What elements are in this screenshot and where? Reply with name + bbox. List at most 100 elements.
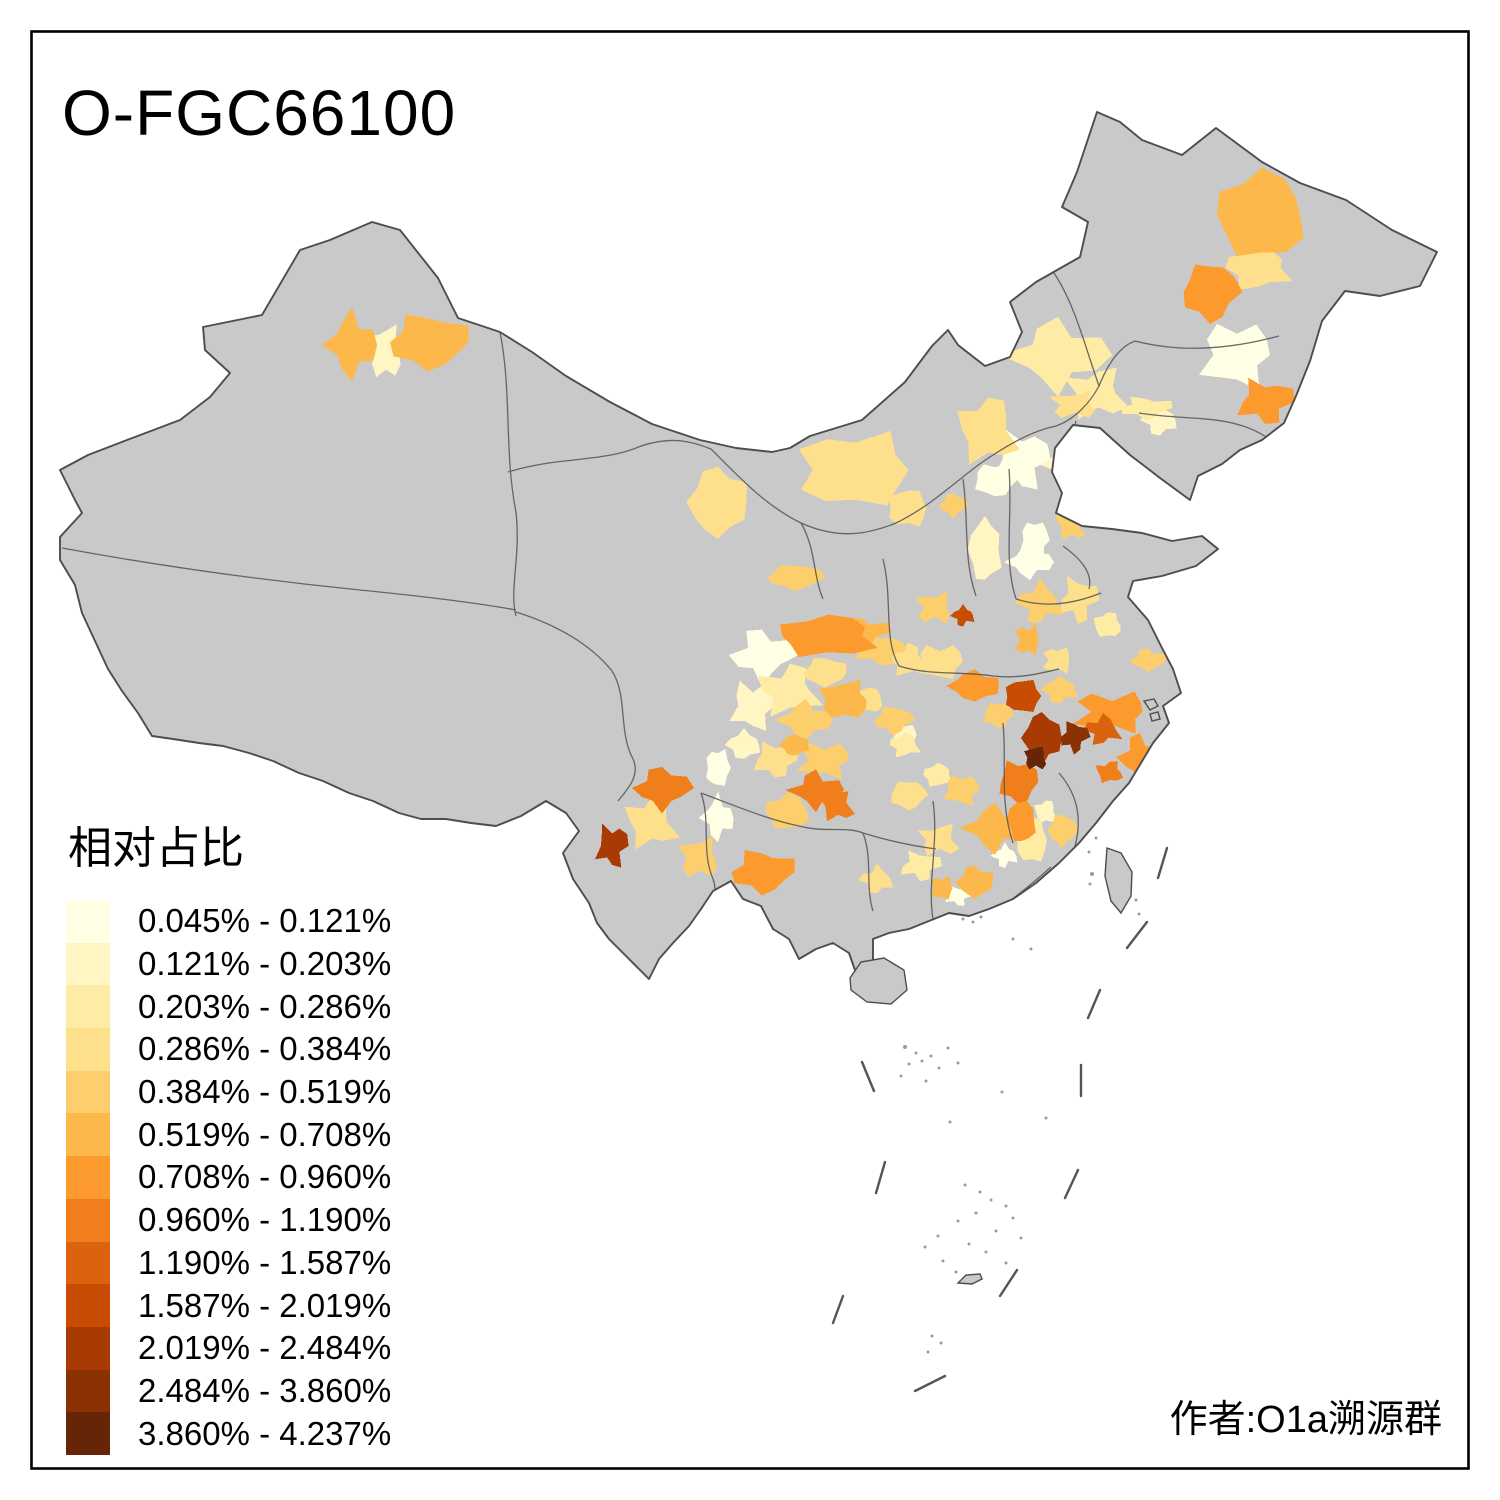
prefecture-region: [1005, 679, 1042, 712]
prefecture-region: [891, 781, 929, 811]
legend-swatch: [66, 1412, 110, 1455]
legend-row: 2.019% - 2.484%: [66, 1326, 391, 1370]
prefecture-region: [900, 850, 943, 882]
prefecture-region: [999, 760, 1039, 804]
island: [849, 957, 908, 1005]
prefecture-region: [888, 642, 929, 676]
legend-row: 0.384% - 0.519%: [66, 1070, 392, 1114]
prefecture-region: [1047, 814, 1078, 849]
prefecture-region: [698, 791, 734, 843]
prefecture-region: [874, 706, 916, 736]
prefecture-region: [1024, 746, 1047, 770]
prefecture-region: [796, 742, 849, 780]
prefecture-region: [835, 617, 892, 650]
prefecture-region: [798, 430, 909, 506]
legend-row: 0.708% - 0.960%: [66, 1156, 391, 1199]
prefecture-region: [949, 604, 975, 627]
legend-range-label: 0.519% - 0.708%: [138, 1115, 392, 1153]
legend-swatch: [66, 942, 110, 986]
legend-range-label: 0.384% - 0.519%: [138, 1073, 392, 1111]
prefecture-region: [390, 314, 469, 372]
prefecture-region: [1183, 264, 1243, 325]
legend-swatch: [66, 1113, 110, 1157]
island: [956, 1273, 983, 1285]
prefecture-region: [930, 875, 953, 900]
prefecture-region: [946, 669, 999, 702]
prefecture-region: [1007, 794, 1036, 842]
prefecture-region: [888, 490, 927, 527]
prefecture-region: [1043, 646, 1070, 675]
prefecture-region: [728, 629, 799, 687]
prefecture-region: [779, 734, 810, 756]
island: [1142, 698, 1159, 711]
island: [1104, 847, 1133, 915]
prefecture-region: [975, 464, 1018, 497]
prefecture-region: [938, 493, 969, 519]
legend: 相对占比 0.045% - 0.121% 0.121% - 0.203% 0.203…: [66, 812, 391, 1455]
legend-range-label: 1.587% - 2.019%: [138, 1286, 392, 1324]
prefecture-region: [1014, 578, 1063, 623]
small-island-dots: [899, 836, 1141, 1354]
prefecture-region: [1015, 623, 1039, 656]
prefecture-region: [624, 797, 680, 850]
prefecture-region: [819, 680, 867, 718]
prefecture-region: [1034, 800, 1058, 825]
author-credit: 作者:O1a溯源群: [1169, 1399, 1442, 1441]
legend-swatch: [66, 1028, 110, 1071]
prefecture-region: [1095, 761, 1124, 783]
legend-range-label: 0.121% - 0.203%: [138, 945, 392, 983]
prefecture-region: [678, 836, 718, 877]
prefecture-region: [999, 316, 1113, 397]
prefecture-region: [767, 565, 826, 591]
prefecture-region: [858, 863, 894, 894]
prefecture-region: [990, 842, 1018, 869]
legend-swatch: [66, 1284, 110, 1327]
legend-title: 相对占比: [68, 824, 244, 873]
legend-range-label: 0.286% - 0.384%: [138, 1030, 392, 1068]
figure-frame: [30, 30, 1470, 1470]
prefecture-region: [785, 769, 845, 813]
prefecture-region: [1048, 390, 1096, 418]
prefecture-region: [803, 658, 847, 688]
nine-dash-line: [831, 846, 1169, 1393]
prefecture-region: [983, 703, 1015, 728]
legend-swatch: [66, 1369, 110, 1413]
prefecture-region: [729, 680, 775, 731]
prefecture-region: [367, 324, 401, 378]
prefecture-region: [1120, 396, 1173, 421]
prefecture-region: [595, 823, 629, 868]
legend-row: 1.587% - 2.019%: [66, 1284, 391, 1327]
province-borders: [61, 220, 1280, 927]
prefecture-region: [686, 466, 747, 539]
prefecture-region: [1225, 244, 1293, 290]
prefecture-region: [706, 749, 731, 786]
legend-swatch: [66, 1241, 110, 1285]
legend-range-label: 2.484% - 3.860%: [138, 1371, 392, 1409]
legend-range-label: 0.960% - 1.190%: [138, 1201, 392, 1239]
prefecture-region: [631, 766, 694, 814]
prefecture-region: [889, 731, 922, 758]
prefecture-region: [1217, 167, 1304, 257]
island: [1149, 711, 1161, 722]
legend-swatch: [66, 1198, 110, 1242]
prefecture-region: [955, 865, 994, 900]
legend-row: 0.960% - 1.190%: [66, 1198, 392, 1242]
prefecture-patches: [321, 167, 1304, 906]
prefecture-region: [923, 762, 954, 787]
legend-row: 1.190% - 1.587%: [66, 1241, 392, 1285]
prefecture-region: [1116, 732, 1163, 784]
prefecture-region: [1083, 712, 1123, 745]
national-boundary: [59, 111, 1438, 987]
prefecture-region: [321, 307, 378, 382]
map-title: O-FGC66100: [62, 77, 457, 149]
prefecture-region: [731, 850, 795, 896]
prefecture-region: [959, 802, 1027, 855]
legend-row: 3.860% - 4.237%: [66, 1412, 391, 1455]
legend-range-label: 1.190% - 1.587%: [138, 1243, 392, 1281]
prefecture-region: [967, 516, 1002, 580]
legend-row: 0.045% - 0.121%: [66, 900, 391, 943]
prefecture-region: [774, 698, 833, 740]
prefecture-region: [942, 775, 981, 806]
